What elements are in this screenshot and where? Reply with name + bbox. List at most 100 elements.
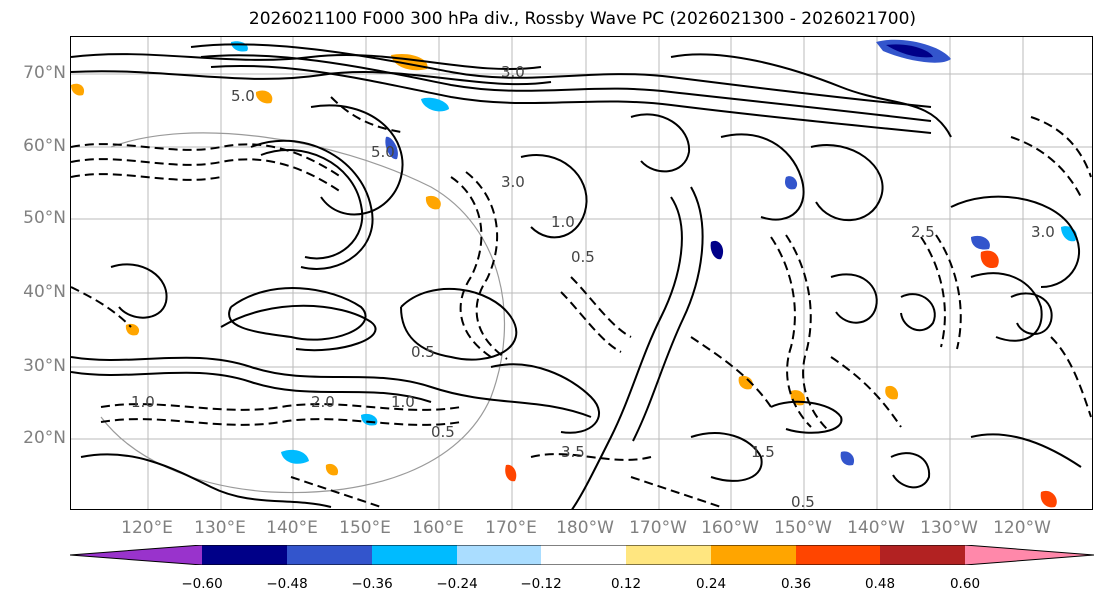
contour-line-solid xyxy=(71,70,552,86)
colorbar-segment xyxy=(965,545,1094,565)
colorbar-segment xyxy=(626,545,711,565)
div-neg-patch xyxy=(281,449,309,464)
latitude-label: 60°N xyxy=(23,136,66,156)
div-neg-patch xyxy=(886,44,933,58)
contour-line-solid xyxy=(220,304,377,352)
contour-line-dashed xyxy=(450,176,492,358)
div-neg-patch xyxy=(231,41,248,52)
latitude-label: 20°N xyxy=(23,428,66,448)
div-pos-patch xyxy=(885,385,899,400)
contour-line-solid xyxy=(71,356,592,418)
longitude-label: 130°W xyxy=(920,518,978,538)
contour-value-label: 3.0 xyxy=(1031,223,1055,241)
contour-line-dashed xyxy=(330,96,402,133)
contour-line-solid xyxy=(260,149,364,260)
colorbar-segment xyxy=(711,545,796,565)
colorbar-segment xyxy=(457,545,541,565)
contour-line-solid xyxy=(690,432,763,482)
map-area[interactable]: 5.0 3.0 0.5 1.0 2.0 3.5 1.5 0.5 3.0 5.0 1.0 0.5 1.0 2… xyxy=(70,36,1093,510)
longitude-label: 160°E xyxy=(412,518,464,538)
latitude-label: 30°N xyxy=(23,356,66,376)
contour-line-dashed xyxy=(920,236,946,348)
colorbar-tick-label: −0.24 xyxy=(436,576,478,592)
colorbar-tick-label: −0.36 xyxy=(351,576,393,592)
contour-line-solid xyxy=(490,363,601,434)
colorbar-segment xyxy=(796,545,880,565)
colorbar-tick-label: 0.24 xyxy=(695,576,727,592)
longitude-label: 170°W xyxy=(629,518,687,538)
latitude-label: 40°N xyxy=(23,282,66,302)
contour-line-dashed xyxy=(1030,116,1092,178)
latitude-label: 70°N xyxy=(23,63,66,83)
contour-line-dashed xyxy=(770,236,812,428)
colorbar-tick-label: 0.60 xyxy=(949,576,981,592)
contour-value-label: 0.5 xyxy=(411,343,435,361)
colorbar xyxy=(69,544,1095,566)
contour-line-dashed xyxy=(935,234,962,350)
div-neg-patch xyxy=(971,235,990,250)
contour-labels: 5.0 3.0 0.5 1.0 2.0 3.5 1.5 0.5 3.0 5.0 1.0 0.5 1.0 2… xyxy=(131,63,1055,510)
contour-value-label: 3.0 xyxy=(501,173,525,191)
graticule xyxy=(71,37,1092,509)
contour-line-solid xyxy=(400,287,518,361)
div-pos-patch xyxy=(980,250,999,269)
div-neg-patch xyxy=(421,97,449,112)
contour-line-solid xyxy=(200,54,932,122)
colorbar-canvas xyxy=(69,544,1095,566)
rossby-pc-contours xyxy=(71,43,1092,509)
contour-value-label: 1.0 xyxy=(131,393,155,411)
contour-line-dashed xyxy=(785,234,828,430)
contour-value-label: 5.0 xyxy=(371,143,395,161)
colorbar-segment xyxy=(541,545,626,565)
contour-value-label: 2.5 xyxy=(911,223,935,241)
contour-line-solid xyxy=(71,371,432,403)
contour-line-dashed xyxy=(71,173,222,181)
contour-line-solid xyxy=(1010,292,1053,335)
contour-line-dashed xyxy=(100,418,462,426)
contour-line-solid xyxy=(520,154,588,239)
contour-line-dashed xyxy=(1010,136,1082,198)
longitude-label: 120°E xyxy=(121,518,173,538)
colorbar-tick-label: −0.12 xyxy=(520,576,562,592)
contour-line-solid xyxy=(950,195,1081,288)
div-neg-patch xyxy=(785,176,798,190)
div-pos-patch xyxy=(255,90,273,104)
contour-line-solid xyxy=(630,113,691,173)
colorbar-segment xyxy=(880,545,965,565)
div-pos-patch xyxy=(505,464,517,482)
longitude-label: 160°W xyxy=(701,518,759,538)
longitude-label: 120°W xyxy=(993,518,1051,538)
contour-line-solid xyxy=(830,273,878,324)
contour-line-solid xyxy=(210,64,932,134)
contour-value-label: 0.5 xyxy=(431,423,455,441)
div-pos-patch xyxy=(790,390,806,406)
longitude-label: 180°W xyxy=(556,518,614,538)
contour-line-dashed xyxy=(465,171,508,360)
colorbar-segment xyxy=(70,545,202,565)
div-neg-patch xyxy=(385,136,398,160)
colorbar-tick-label: 0.48 xyxy=(864,576,896,592)
longitude-label: 140°E xyxy=(266,518,318,538)
contour-value-label: 1.0 xyxy=(551,213,575,231)
contour-line-solid xyxy=(770,400,843,434)
map-canvas: 5.0 3.0 0.5 1.0 2.0 3.5 1.5 0.5 3.0 5.0 1.0 0.5 1.0 2… xyxy=(71,37,1092,510)
contour-line-dashed xyxy=(71,158,342,193)
colorbar-segment xyxy=(287,545,372,565)
contour-line-solid xyxy=(571,196,683,509)
contour-value-label: 0.5 xyxy=(791,493,815,510)
contour-line-dashed xyxy=(530,453,652,461)
div-neg-patch xyxy=(840,451,855,466)
contour-line-solid xyxy=(71,53,542,71)
div-pos-patch xyxy=(1040,490,1057,508)
contour-value-label: 1.5 xyxy=(751,443,775,461)
latitude-label: 50°N xyxy=(23,208,66,228)
contour-value-label: 2.0 xyxy=(311,393,335,411)
contour-line-solid xyxy=(228,287,367,341)
divergence-fill xyxy=(71,39,1077,508)
contour-line-dashed xyxy=(630,476,722,508)
contour-line-solid xyxy=(970,433,1082,468)
contour-line-solid xyxy=(80,453,332,508)
colorbar-tick-label: 0.12 xyxy=(610,576,642,592)
contour-line-solid xyxy=(720,133,805,221)
contour-line-solid xyxy=(900,293,936,332)
